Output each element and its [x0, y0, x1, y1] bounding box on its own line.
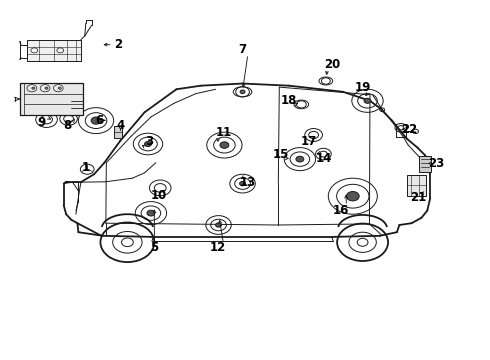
Bar: [20, 83, 83, 115]
Text: 8: 8: [63, 119, 71, 132]
Circle shape: [45, 87, 48, 89]
Circle shape: [220, 142, 229, 148]
Circle shape: [91, 117, 101, 124]
Text: 22: 22: [401, 123, 417, 136]
Text: 12: 12: [209, 241, 226, 254]
Circle shape: [240, 90, 245, 94]
Text: 10: 10: [150, 189, 167, 202]
Text: 17: 17: [301, 135, 318, 148]
Circle shape: [216, 223, 221, 227]
Circle shape: [240, 181, 245, 186]
Text: 18: 18: [280, 94, 297, 107]
Text: 3: 3: [146, 135, 153, 148]
Text: 16: 16: [332, 204, 349, 217]
Text: 13: 13: [239, 176, 256, 189]
Text: 6: 6: [95, 114, 103, 127]
Text: 15: 15: [273, 148, 290, 161]
Bar: [27, 40, 81, 61]
Circle shape: [58, 87, 61, 89]
Bar: [114, 126, 122, 138]
Text: 11: 11: [216, 126, 232, 139]
Bar: [407, 175, 426, 196]
Circle shape: [147, 210, 155, 216]
Circle shape: [296, 156, 304, 162]
Text: 19: 19: [354, 81, 371, 94]
Text: 5: 5: [150, 241, 158, 254]
Text: 23: 23: [428, 157, 444, 170]
Text: 7: 7: [238, 43, 246, 56]
Text: 4: 4: [117, 119, 124, 132]
Circle shape: [32, 87, 35, 89]
Text: 1: 1: [82, 161, 90, 174]
Text: 9: 9: [38, 116, 46, 129]
Text: 21: 21: [410, 191, 427, 204]
Circle shape: [364, 98, 371, 103]
Text: 20: 20: [324, 58, 341, 71]
Text: 14: 14: [315, 152, 332, 165]
Circle shape: [346, 192, 359, 201]
Circle shape: [145, 141, 151, 147]
Bar: [419, 156, 431, 172]
Text: 2: 2: [115, 38, 122, 51]
